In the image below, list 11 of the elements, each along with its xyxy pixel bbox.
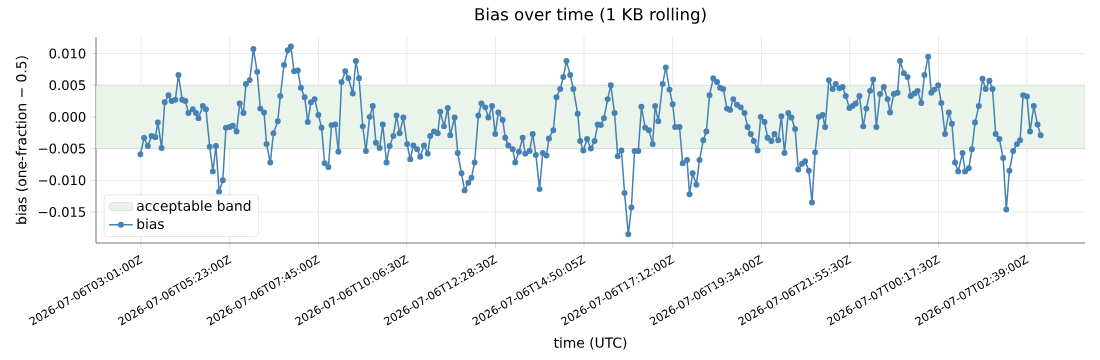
y-tick-label: −0.005 xyxy=(39,143,86,154)
y-tick-label: −0.010 xyxy=(39,175,86,186)
legend-label: acceptable band xyxy=(137,200,251,214)
legend-label: bias xyxy=(137,218,164,230)
y-tick-label: 0.000 xyxy=(49,111,86,122)
x-axis-title: time (UTC) xyxy=(553,337,627,350)
y-tick-label: −0.015 xyxy=(39,206,86,217)
y-tick-label: 0.010 xyxy=(49,48,86,59)
chart-title: Bias over time (1 KB rolling) xyxy=(475,7,706,24)
y-axis-title: bias (one-fraction − 0.5) xyxy=(15,56,29,224)
y-tick-label: 0.005 xyxy=(49,80,86,91)
